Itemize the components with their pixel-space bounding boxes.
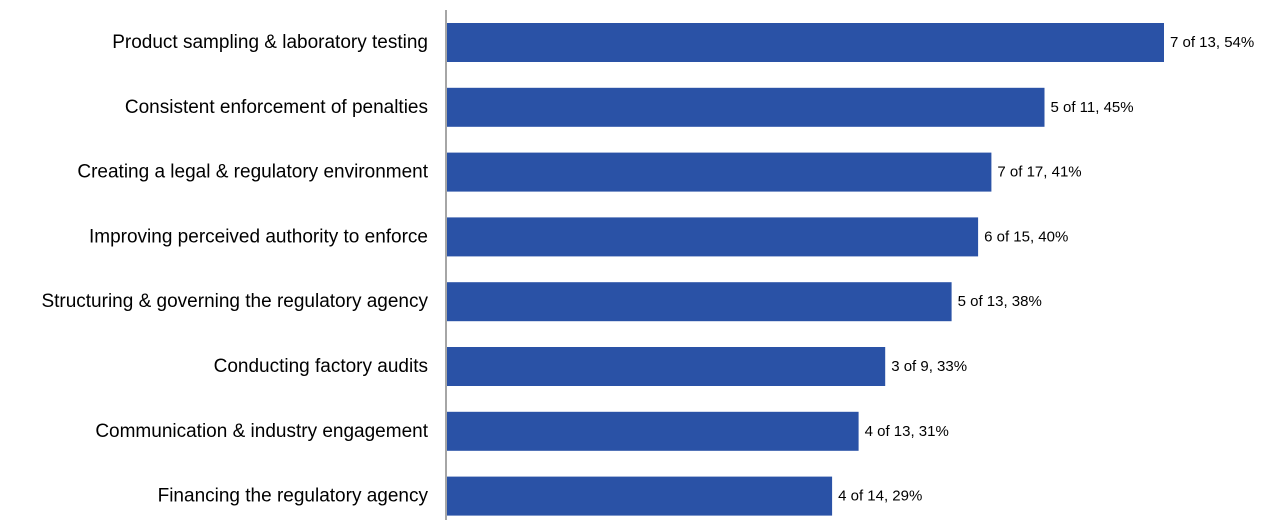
bar bbox=[447, 87, 1045, 127]
category-label: Product sampling & laboratory testing bbox=[112, 32, 428, 53]
bar bbox=[447, 476, 833, 516]
category-label: Conducting factory audits bbox=[214, 356, 428, 377]
category-label: Communication & industry engagement bbox=[95, 421, 428, 442]
category-label: Consistent enforcement of penalties bbox=[125, 97, 428, 118]
data-label: 4 of 14, 29% bbox=[838, 488, 922, 505]
category-label: Improving perceived authority to enforce bbox=[89, 226, 428, 247]
category-labels: Product sampling & laboratory testing Con… bbox=[41, 32, 428, 507]
data-label: 4 of 13, 31% bbox=[865, 423, 949, 440]
data-labels: 7 of 13, 54% 5 of 11, 45% 7 of 17, 41% 6 of… bbox=[838, 34, 1254, 505]
bar bbox=[447, 217, 979, 257]
data-label: 5 of 11, 45% bbox=[1051, 99, 1134, 116]
bar bbox=[447, 152, 992, 192]
data-label: 7 of 13, 54% bbox=[1170, 34, 1254, 51]
category-label: Creating a legal & regulatory environmen… bbox=[77, 162, 428, 183]
bar bbox=[447, 23, 1164, 62]
bar bbox=[447, 411, 859, 451]
data-label: 6 of 15, 40% bbox=[984, 228, 1068, 245]
bar bbox=[447, 282, 952, 322]
bars bbox=[447, 23, 1164, 516]
data-label: 7 of 17, 41% bbox=[997, 164, 1081, 181]
data-label: 3 of 9, 33% bbox=[891, 358, 967, 375]
bar bbox=[447, 347, 886, 386]
category-label: Structuring & governing the regulatory a… bbox=[41, 291, 428, 312]
data-label: 5 of 13, 38% bbox=[958, 293, 1042, 310]
category-label: Financing the regulatory agency bbox=[158, 486, 429, 507]
